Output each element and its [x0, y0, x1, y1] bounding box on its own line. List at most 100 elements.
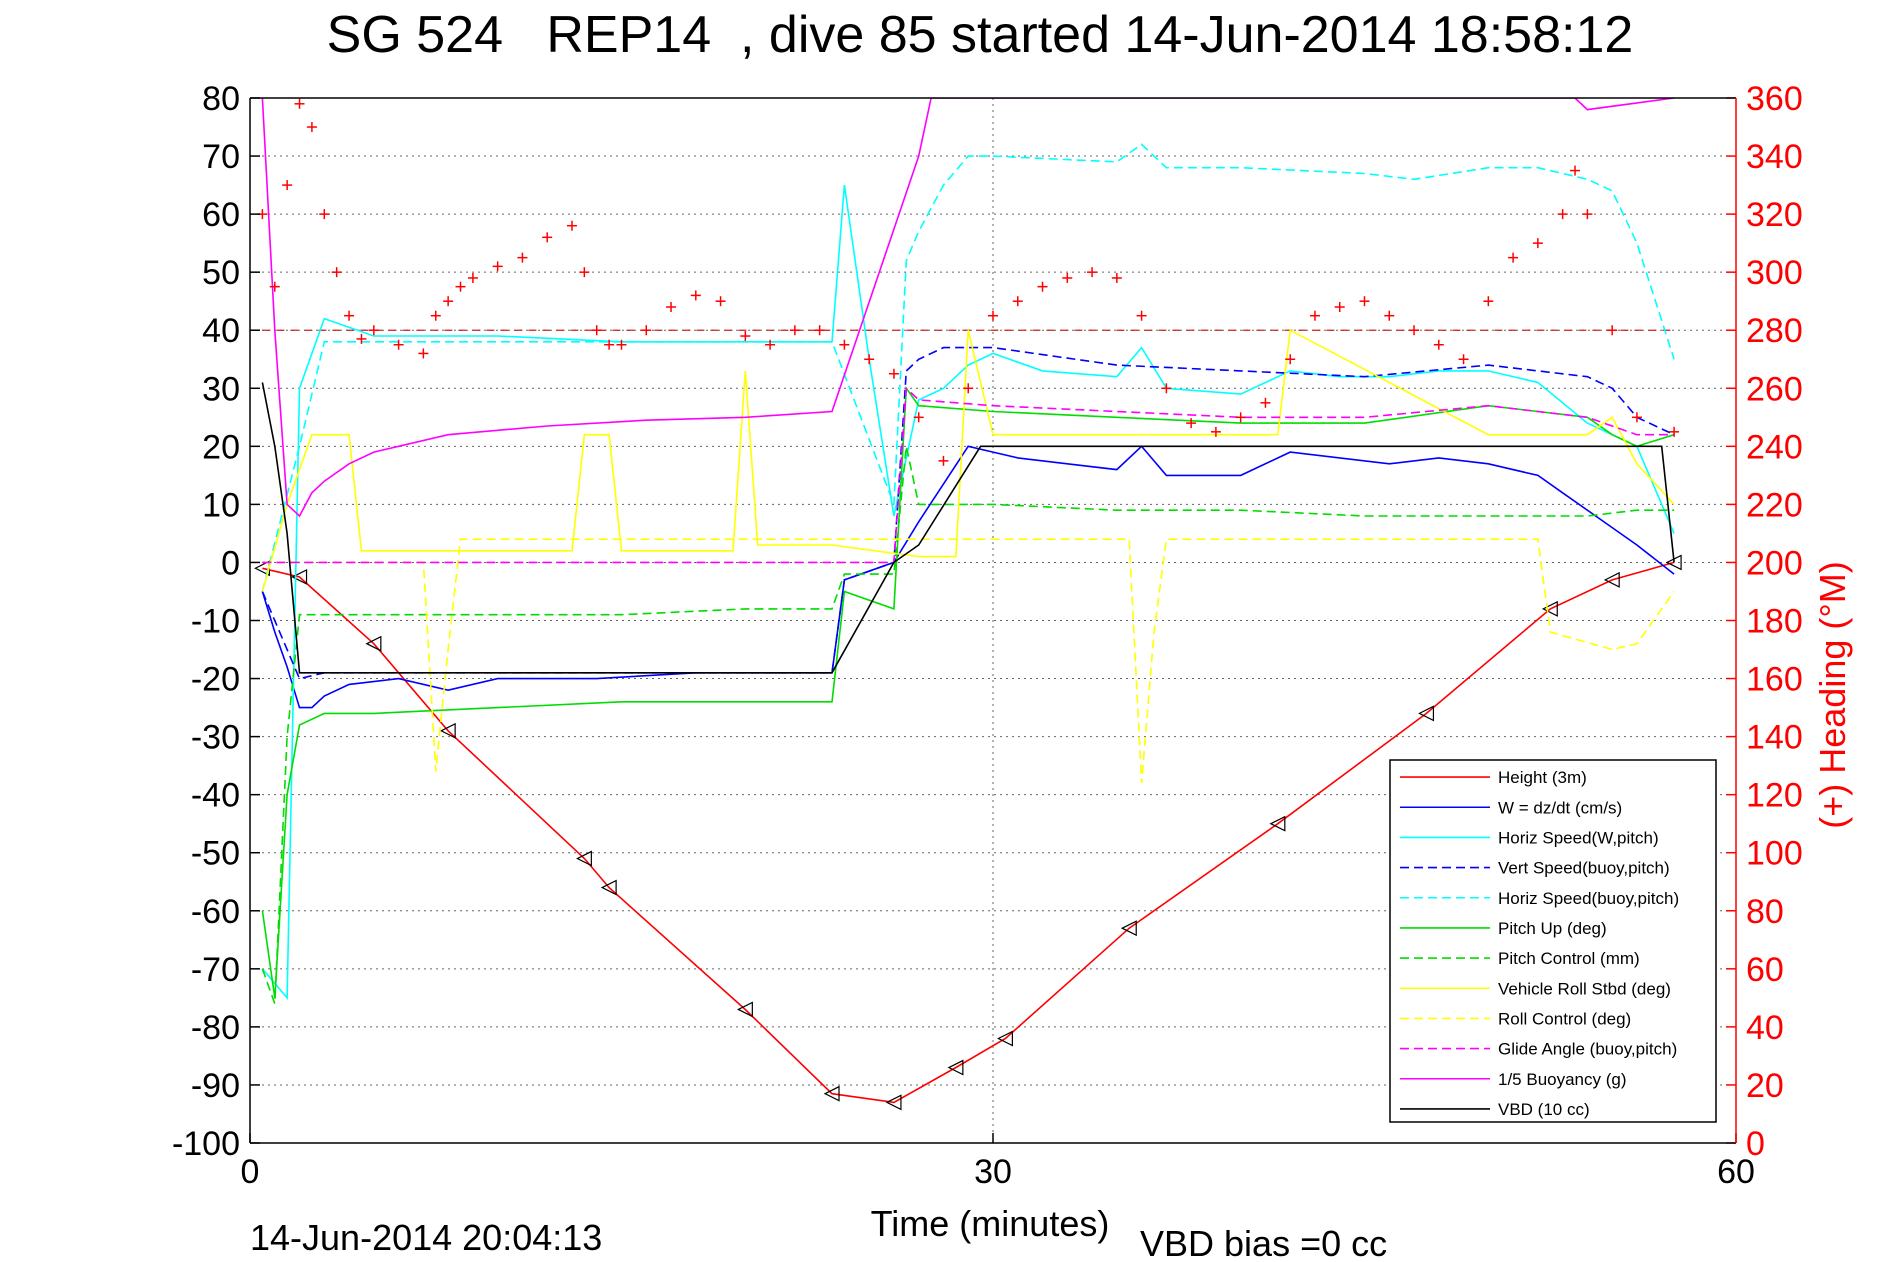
- footer-timestamp: 14-Jun-2014 20:04:13: [250, 1217, 602, 1258]
- heading-marker: [666, 302, 677, 312]
- height-marker: [365, 635, 382, 652]
- heading-marker: [393, 339, 404, 350]
- heading-marker: [1433, 339, 1444, 350]
- x-tick-label: 60: [1717, 1153, 1755, 1191]
- heading-marker: [1037, 281, 1048, 292]
- heading-marker: [1062, 272, 1073, 283]
- legend-label: Pitch Control (mm): [1498, 949, 1640, 968]
- series-w-dz-dt-cm-s: [261, 445, 1675, 709]
- heading-marker: [1087, 267, 1098, 278]
- y-tick-label: 40: [202, 312, 240, 350]
- heading-marker: [269, 281, 280, 292]
- legend-label: 1/5 Buoyancy (g): [1498, 1070, 1627, 1089]
- series-pitch-control-mm: [261, 446, 1675, 1004]
- y2-tick-label: 320: [1746, 196, 1803, 234]
- heading-marker: [789, 325, 800, 336]
- heading-marker: [765, 339, 776, 350]
- legend-entry: Horiz Speed(W,pitch): [1400, 828, 1659, 847]
- tick-labels: 80706050403020100-10-20-30-40-50-60-70-8…: [172, 80, 1803, 1191]
- series-vehicle-roll-stbd-deg: [261, 328, 1675, 592]
- legend-label: Horiz Speed(buoy,pitch): [1498, 889, 1679, 908]
- heading-marker: [344, 310, 355, 321]
- heading-marker: [616, 339, 627, 350]
- heading-marker: [1161, 383, 1172, 394]
- y-tick-label: 60: [202, 196, 240, 234]
- height-marker: [1269, 815, 1286, 832]
- heading-marker: [306, 122, 317, 133]
- height-marker: [885, 1094, 902, 1111]
- legend-label: W = dz/dt (cm/s): [1498, 798, 1622, 817]
- heading-marker: [430, 310, 441, 321]
- height-marker: [1541, 600, 1558, 617]
- vbd-bias-label: VBD bias =0 cc: [1140, 1223, 1387, 1262]
- height-marker: [947, 1059, 964, 1076]
- y2-tick-label: 340: [1746, 138, 1803, 176]
- height-marker: [823, 1085, 840, 1102]
- heading-marker: [938, 455, 949, 466]
- heading-marker: [1631, 412, 1642, 423]
- y-tick-label: 80: [202, 80, 240, 118]
- y-tick-label: 10: [202, 486, 240, 524]
- series-pitch-up-deg: [261, 385, 1675, 999]
- y-tick-label: -70: [191, 951, 240, 989]
- y2-tick-label: 0: [1746, 1125, 1765, 1163]
- height-marker: [600, 879, 617, 896]
- heading-marker: [368, 325, 379, 336]
- legend-entry: Pitch Control (mm): [1400, 949, 1640, 968]
- y2-tick-label: 180: [1746, 603, 1803, 641]
- legend-entry: Roll Control (deg): [1400, 1009, 1631, 1028]
- legend: Height (3m) W = dz/dt (cm/s) Horiz Speed(W…: [1389, 759, 1717, 1123]
- heading-marker: [715, 296, 726, 307]
- heading-marker: [517, 252, 528, 263]
- heading-marker: [542, 232, 553, 243]
- heading-marker: [888, 368, 899, 379]
- y-tick-label: -40: [191, 777, 240, 815]
- y-tick-label: -20: [191, 661, 240, 699]
- heading-marker: [1235, 412, 1246, 423]
- series-glide-angle-buoy-pitch: [262, 386, 1675, 564]
- heading-marker: [740, 331, 751, 342]
- heading-marker: [604, 339, 615, 350]
- y-tick-label: -60: [191, 893, 240, 931]
- y2-tick-label: 40: [1746, 1009, 1784, 1047]
- heading-marker: [1384, 310, 1395, 321]
- legend-label: Vert Speed(buoy,pitch): [1498, 859, 1670, 878]
- legend-entry: W = dz/dt (cm/s): [1400, 798, 1622, 817]
- y2-tick-label: 60: [1746, 951, 1784, 989]
- heading-marker: [356, 333, 367, 344]
- heading-marker: [814, 325, 825, 336]
- heading-marker: [1669, 426, 1680, 437]
- series-roll-control-deg: [262, 538, 1675, 784]
- y2-axis-label: (+) Heading (°M): [1812, 561, 1853, 828]
- heading-marker: [1210, 426, 1221, 437]
- heading-marker: [1409, 325, 1420, 336]
- heading-marker: [418, 348, 429, 359]
- y-tick-label: -10: [191, 603, 240, 641]
- heading-marker: [1136, 310, 1147, 321]
- heading-marker: [1012, 296, 1023, 307]
- height-marker: [736, 1001, 753, 1018]
- y2-tick-label: 360: [1746, 80, 1803, 118]
- y-tick-label: -30: [191, 719, 240, 757]
- series-vert-speed-buoy-pitch: [261, 346, 1675, 680]
- height-marker: [1418, 705, 1435, 722]
- legend-entry: VBD (10 cc): [1400, 1100, 1590, 1119]
- heading-marker: [319, 209, 330, 220]
- heading-marker: [294, 98, 305, 109]
- series-horiz-speed-w-pitch: [261, 184, 1675, 1001]
- heading-marker: [1359, 296, 1370, 307]
- y2-tick-label: 200: [1746, 544, 1803, 582]
- legend-entry: Pitch Up (deg): [1400, 919, 1607, 938]
- y-tick-label: -100: [172, 1125, 240, 1163]
- heading-marker: [1532, 238, 1543, 249]
- legend-label: Pitch Up (deg): [1498, 919, 1607, 938]
- heading-marker: [579, 267, 590, 278]
- y2-tick-label: 160: [1746, 661, 1803, 699]
- height-marker: [291, 568, 308, 585]
- heading-marker: [1309, 310, 1320, 321]
- legend-box: [1389, 759, 1717, 1123]
- heading-marker: [591, 325, 602, 336]
- legend-entry: Glide Angle (buoy,pitch): [1400, 1040, 1677, 1059]
- x-tick-label: 30: [974, 1153, 1012, 1191]
